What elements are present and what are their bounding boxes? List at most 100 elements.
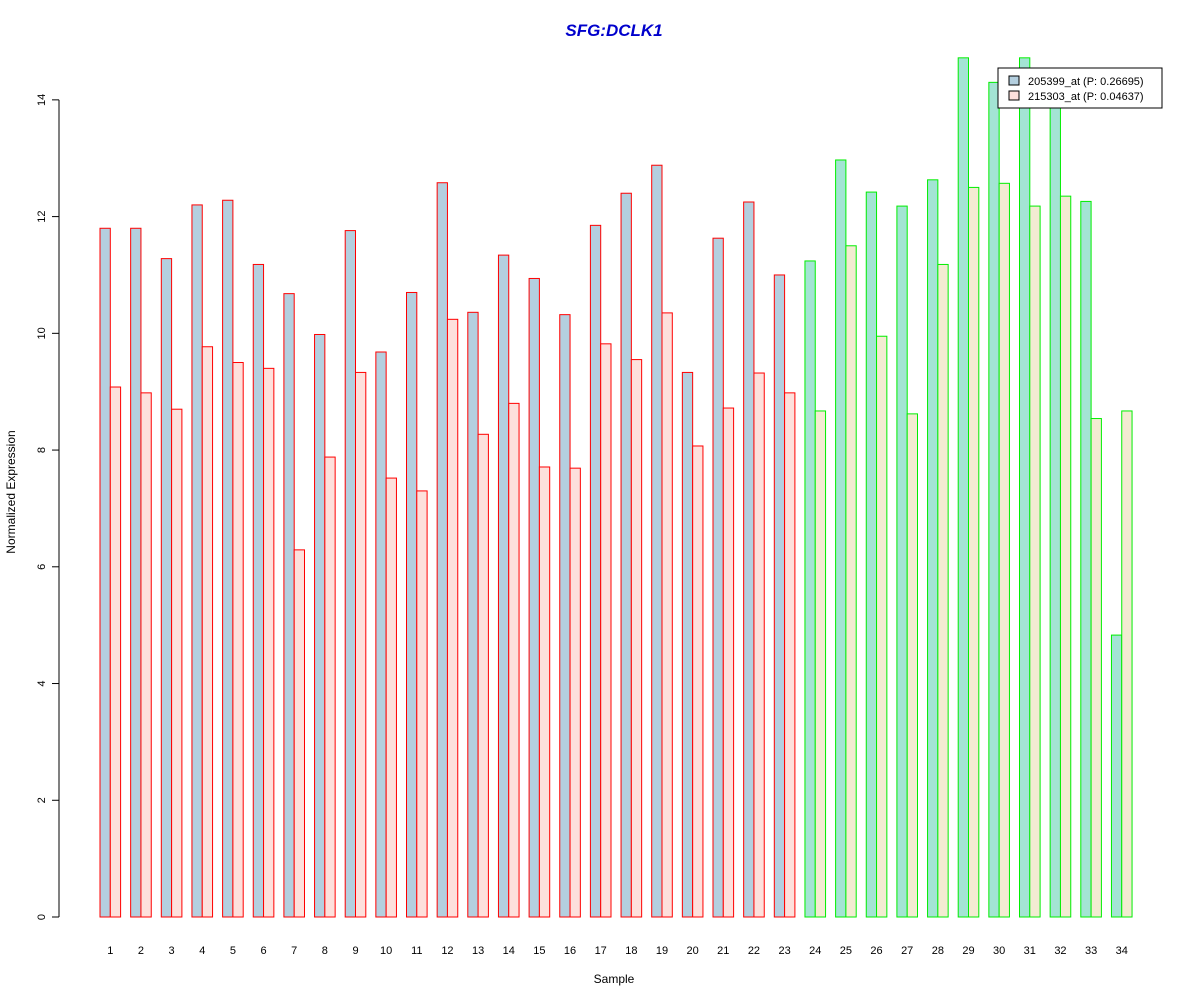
x-tick-label: 11 bbox=[411, 945, 422, 957]
x-tick-label: 22 bbox=[748, 945, 760, 957]
bar-series-1-sample-2 bbox=[130, 227, 142, 918]
bar-series-1-sample-21 bbox=[712, 237, 724, 918]
chart-title: SFG:DCLK1 bbox=[565, 21, 662, 40]
x-tick-label: 28 bbox=[932, 945, 944, 957]
x-tick-label: 17 bbox=[595, 945, 607, 957]
x-tick-label: 26 bbox=[870, 945, 882, 957]
bar-series-1-sample-15 bbox=[528, 277, 540, 918]
x-tick-label: 19 bbox=[656, 945, 668, 957]
bar-series-1-sample-14 bbox=[497, 254, 510, 918]
x-tick-label: 2 bbox=[138, 945, 144, 957]
y-tick-label: 10 bbox=[36, 327, 48, 339]
bar-series-2-sample-14 bbox=[508, 402, 520, 918]
bar-series-2-sample-12 bbox=[446, 318, 459, 918]
x-tick-label: 34 bbox=[1116, 945, 1128, 957]
bar-series-1-sample-24 bbox=[804, 260, 816, 918]
bar-series-1-sample-34 bbox=[1110, 634, 1123, 918]
y-tick-label: 4 bbox=[36, 680, 48, 686]
bar-series-2-sample-5 bbox=[232, 362, 244, 918]
bar-series-1-sample-31 bbox=[1019, 57, 1031, 918]
x-tick-label: 1 bbox=[107, 945, 113, 957]
bar-series-2-sample-31 bbox=[1029, 205, 1041, 918]
bar-series-2-sample-18 bbox=[630, 359, 643, 918]
y-axis-label: Normalized Expression bbox=[4, 430, 18, 553]
bar-series-1-sample-6 bbox=[252, 263, 265, 918]
bar-series-2-sample-29 bbox=[968, 186, 980, 918]
bar-series-1-sample-10 bbox=[375, 351, 387, 918]
bar-series-1-sample-12 bbox=[436, 182, 448, 918]
x-tick-label: 25 bbox=[840, 945, 852, 957]
bar-series-1-sample-7 bbox=[283, 293, 295, 918]
bar-series-1-sample-16 bbox=[559, 314, 571, 918]
x-tick-label: 31 bbox=[1024, 945, 1036, 957]
y-tick-label: 0 bbox=[36, 914, 48, 920]
bar-series-2-sample-34 bbox=[1121, 410, 1133, 918]
x-tick-label: 18 bbox=[625, 945, 637, 957]
x-tick-label: 21 bbox=[717, 945, 729, 957]
x-tick-label: 6 bbox=[260, 945, 266, 957]
bars bbox=[99, 57, 1133, 918]
bar-series-2-sample-16 bbox=[569, 467, 581, 918]
x-tick-labels: 1 2 3 4 5 6 7 8 9 10 11 12 13 14 15 16 17 18 19 20 21 22 23 24 2… bbox=[107, 945, 1128, 957]
x-tick-label: 4 bbox=[199, 945, 205, 957]
bar-series-1-sample-23 bbox=[773, 274, 786, 918]
bar-series-1-sample-26 bbox=[865, 191, 878, 918]
y-tick-label: 6 bbox=[36, 564, 48, 570]
bar-series-2-sample-24 bbox=[814, 410, 827, 918]
bar-series-1-sample-9 bbox=[344, 230, 357, 918]
x-tick-label: 30 bbox=[993, 945, 1005, 957]
bar-series-2-sample-7 bbox=[293, 549, 306, 918]
x-axis-label: Sample bbox=[594, 972, 635, 986]
y-tick-label: 14 bbox=[36, 94, 48, 106]
bar-series-2-sample-25 bbox=[845, 245, 857, 918]
bar-series-1-sample-28 bbox=[927, 179, 939, 918]
x-tick-label: 10 bbox=[380, 945, 392, 957]
bar-series-2-sample-6 bbox=[263, 367, 275, 918]
bar-series-2-sample-26 bbox=[876, 335, 888, 918]
y-tick-label: 12 bbox=[36, 210, 48, 222]
bar-series-2-sample-20 bbox=[692, 445, 704, 918]
x-tick-label: 20 bbox=[687, 945, 699, 957]
bar-series-2-sample-11 bbox=[416, 490, 428, 918]
bar-series-1-sample-5 bbox=[222, 199, 234, 918]
bar-series-1-sample-19 bbox=[651, 164, 663, 918]
bar-series-2-sample-17 bbox=[600, 343, 612, 918]
bar-series-2-sample-33 bbox=[1090, 418, 1102, 918]
bar-series-2-sample-22 bbox=[753, 372, 765, 918]
bar-series-2-sample-28 bbox=[937, 263, 949, 918]
bar-series-2-sample-2 bbox=[140, 392, 152, 918]
y-tick-label: 8 bbox=[36, 447, 48, 453]
bar-series-1-sample-1 bbox=[99, 227, 111, 918]
bar-series-2-sample-3 bbox=[171, 408, 183, 918]
x-tick-label: 7 bbox=[291, 945, 297, 957]
x-tick-label: 5 bbox=[230, 945, 236, 957]
legend-box bbox=[997, 67, 1163, 109]
x-tick-label: 24 bbox=[809, 945, 821, 957]
bar-series-1-sample-3 bbox=[160, 258, 173, 918]
bar-series-1-sample-29 bbox=[957, 57, 970, 918]
x-tick-label: 23 bbox=[778, 945, 790, 957]
legend-swatch-series-1 bbox=[1008, 75, 1020, 86]
bar-series-1-sample-18 bbox=[620, 192, 632, 918]
bar-series-1-sample-20 bbox=[681, 371, 694, 918]
bar-series-1-sample-32 bbox=[1049, 99, 1061, 918]
bar-series-1-sample-17 bbox=[589, 224, 602, 918]
x-tick-label: 8 bbox=[322, 945, 328, 957]
legend-swatch-series-2 bbox=[1008, 90, 1020, 101]
x-tick-label: 32 bbox=[1054, 945, 1066, 957]
x-tick-label: 15 bbox=[533, 945, 545, 957]
bar-series-2-sample-4 bbox=[201, 346, 214, 918]
bar-series-2-sample-32 bbox=[1059, 195, 1072, 918]
bar-series-2-sample-21 bbox=[722, 407, 735, 918]
bar-series-1-sample-8 bbox=[314, 333, 326, 918]
x-tick-label: 16 bbox=[564, 945, 576, 957]
bar-series-1-sample-13 bbox=[467, 311, 479, 918]
x-tick-label: 12 bbox=[441, 945, 453, 957]
legend-label-series-2: 215303_at (P: 0.04637) bbox=[1028, 91, 1144, 103]
x-tick-label: 27 bbox=[901, 945, 913, 957]
bar-series-2-sample-19 bbox=[661, 312, 673, 918]
bar-series-2-sample-13 bbox=[477, 433, 489, 918]
bar-series-1-sample-25 bbox=[835, 159, 847, 918]
bar-series-2-sample-9 bbox=[355, 371, 367, 918]
